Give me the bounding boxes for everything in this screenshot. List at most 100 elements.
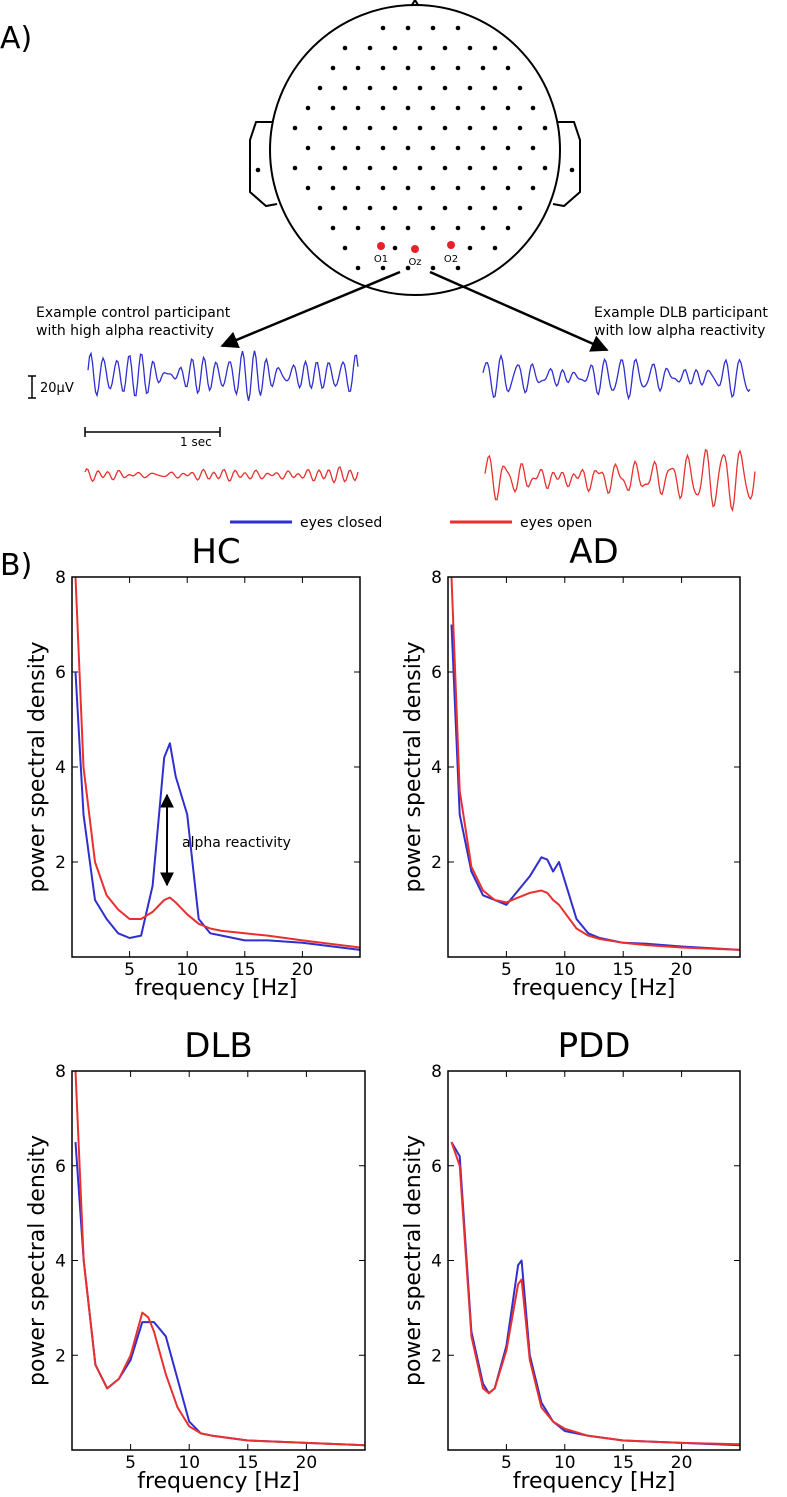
chart: HC frequency [Hz] power spectral density 5 1…	[25, 532, 361, 1001]
y-tick-label: 4	[55, 1252, 66, 1272]
electrode	[467, 85, 473, 91]
y-tick-label: 2	[55, 1346, 66, 1366]
electrode	[492, 85, 498, 91]
caption: Example control participant	[36, 305, 231, 321]
legend-label: eyes closed	[300, 515, 382, 531]
electrode	[367, 45, 373, 51]
electrode-label: O2	[444, 254, 458, 265]
electrode	[492, 245, 498, 251]
electrode	[430, 105, 436, 111]
plot-frame	[447, 576, 741, 958]
electrode	[355, 145, 361, 151]
electrode	[569, 167, 575, 173]
line-series	[74, 671, 360, 951]
x-tick-label: 10	[178, 1453, 200, 1473]
electrode	[342, 205, 348, 211]
electrode	[405, 65, 411, 71]
x-tick-label: 20	[671, 960, 693, 980]
electrode	[480, 145, 486, 151]
electrode	[342, 125, 348, 131]
electrode	[442, 165, 448, 171]
line-series	[74, 1071, 365, 1447]
electrode	[330, 185, 336, 191]
y-tick-label: 2	[55, 853, 66, 873]
electrode	[430, 185, 436, 191]
electrode	[342, 45, 348, 51]
electrode	[480, 105, 486, 111]
line-series	[450, 1141, 740, 1446]
y-axis-label: power spectral density	[25, 1135, 50, 1386]
electrode	[355, 185, 361, 191]
y-tick-label: 4	[431, 1252, 442, 1272]
arrow	[220, 270, 401, 349]
electrode	[342, 85, 348, 91]
electrode	[380, 25, 386, 31]
electrode	[392, 245, 398, 251]
y-tick-label: 8	[431, 1062, 442, 1082]
electrode	[492, 45, 498, 51]
electrode-highlight	[447, 241, 455, 249]
chart: DLB frequency [Hz] power spectral density 5…	[25, 1026, 366, 1494]
electrode	[492, 165, 498, 171]
electrode	[342, 165, 348, 171]
chart-title: AD	[569, 532, 618, 572]
caption: Example DLB participant	[594, 305, 768, 321]
caption: with low alpha reactivity	[594, 323, 765, 339]
electrode	[417, 205, 423, 211]
y-tick-label: 8	[55, 1062, 66, 1082]
electrode	[405, 225, 411, 231]
electrode	[505, 145, 511, 151]
electrode	[467, 205, 473, 211]
electrode	[355, 265, 361, 271]
electrode	[467, 165, 473, 171]
electrode	[380, 185, 386, 191]
electrode	[380, 225, 386, 231]
electrode	[305, 185, 311, 191]
electrode	[505, 105, 511, 111]
x-tick-label: 5	[124, 960, 135, 980]
electrode	[392, 125, 398, 131]
head	[269, 4, 561, 296]
scale-bar	[28, 375, 36, 399]
electrode	[392, 85, 398, 91]
electrode	[305, 145, 311, 151]
electrode	[405, 265, 411, 271]
electrode	[355, 65, 361, 71]
electrode	[355, 105, 361, 111]
x-tick-label: 5	[125, 1453, 136, 1473]
chart: AD frequency [Hz] power spectral density 5 1…	[401, 532, 741, 1001]
electrode	[505, 225, 511, 231]
scale-bar	[84, 427, 221, 437]
electrode	[517, 125, 523, 131]
electrode	[367, 165, 373, 171]
electrode	[430, 225, 436, 231]
scale-label: 1 sec	[180, 435, 212, 449]
electrode-label: Oz	[408, 257, 421, 268]
electrode	[430, 265, 436, 271]
electrode	[517, 205, 523, 211]
electrode	[467, 245, 473, 251]
electrode	[317, 85, 323, 91]
eeg-trace	[484, 448, 756, 513]
arrow	[429, 270, 609, 352]
electrode	[405, 145, 411, 151]
eeg-trace	[482, 353, 751, 401]
electrode	[305, 105, 311, 111]
electrode	[330, 145, 336, 151]
x-tick-label: 20	[671, 1453, 693, 1473]
electrode-highlight	[411, 245, 419, 253]
eeg-trace	[87, 350, 359, 401]
electrode	[255, 167, 261, 173]
line-series	[450, 577, 740, 951]
electrode-label: O1	[374, 254, 388, 265]
electrode	[442, 125, 448, 131]
electrode	[417, 165, 423, 171]
x-tick-label: 15	[234, 960, 256, 980]
y-tick-label: 6	[431, 1157, 442, 1177]
electrode	[292, 125, 298, 131]
electrode-highlight	[377, 242, 385, 250]
chart-title: HC	[191, 532, 240, 572]
electrode	[330, 225, 336, 231]
electrode	[405, 25, 411, 31]
